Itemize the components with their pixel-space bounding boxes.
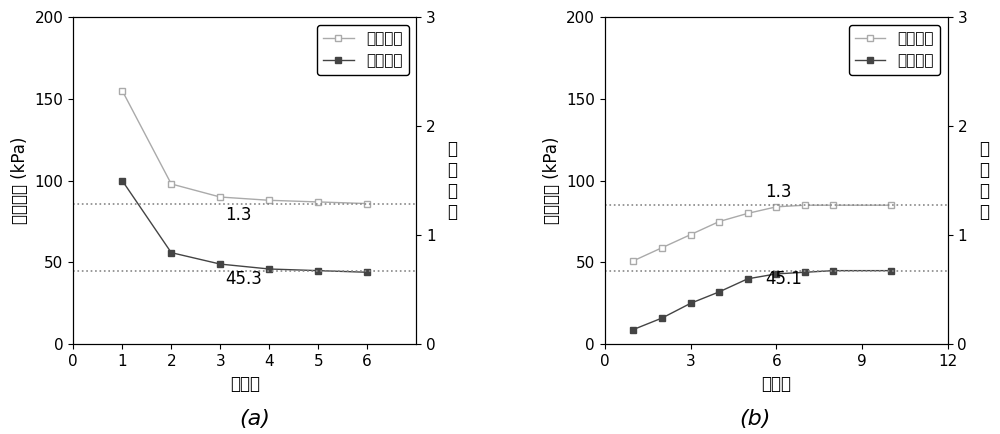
Legend: 安全系数, 支护压力: 安全系数, 支护压力 <box>849 25 940 75</box>
安全系数 <box>627 258 639 263</box>
安全系数 <box>885 203 897 208</box>
Y-axis label: 安
全
系
数: 安 全 系 数 <box>979 141 989 221</box>
Text: (a): (a) <box>240 409 270 429</box>
支护压力 <box>685 301 697 306</box>
安全系数 <box>799 203 811 208</box>
支护压力 <box>713 289 725 295</box>
支护压力 <box>827 268 839 273</box>
支护压力 <box>885 268 897 273</box>
X-axis label: 迭代步: 迭代步 <box>230 375 260 392</box>
安全系数 <box>742 211 754 216</box>
Y-axis label: 支护压力 (kPa): 支护压力 (kPa) <box>11 137 29 224</box>
Text: 1.3: 1.3 <box>225 206 252 224</box>
支护压力 <box>214 261 226 266</box>
Line: 支护压力: 支护压力 <box>630 267 894 333</box>
支护压力 <box>742 276 754 281</box>
Line: 安全系数: 安全系数 <box>630 202 894 264</box>
支护压力 <box>656 316 668 321</box>
Line: 支护压力: 支护压力 <box>119 177 371 276</box>
Text: (b): (b) <box>739 409 771 429</box>
安全系数 <box>827 203 839 208</box>
支护压力 <box>116 178 128 183</box>
支护压力 <box>361 270 373 275</box>
Y-axis label: 支护压力 (kPa): 支护压力 (kPa) <box>543 137 561 224</box>
支护压力 <box>165 250 177 255</box>
安全系数 <box>214 194 226 200</box>
Line: 安全系数: 安全系数 <box>119 87 371 207</box>
Text: 1.3: 1.3 <box>765 183 791 201</box>
安全系数 <box>312 199 324 204</box>
Text: 45.1: 45.1 <box>765 270 802 288</box>
安全系数 <box>361 201 373 206</box>
支护压力 <box>312 268 324 273</box>
Text: 45.3: 45.3 <box>225 270 262 288</box>
X-axis label: 迭代步: 迭代步 <box>761 375 791 392</box>
安全系数 <box>116 88 128 93</box>
安全系数 <box>656 245 668 250</box>
安全系数 <box>685 232 697 237</box>
安全系数 <box>770 204 782 210</box>
安全系数 <box>165 181 177 187</box>
Y-axis label: 安
全
系
数: 安 全 系 数 <box>447 141 457 221</box>
安全系数 <box>263 198 275 203</box>
支护压力 <box>263 266 275 272</box>
安全系数 <box>713 219 725 224</box>
支护压力 <box>627 327 639 332</box>
Legend: 安全系数, 支护压力: 安全系数, 支护压力 <box>317 25 409 75</box>
支护压力 <box>770 271 782 276</box>
支护压力 <box>799 270 811 275</box>
